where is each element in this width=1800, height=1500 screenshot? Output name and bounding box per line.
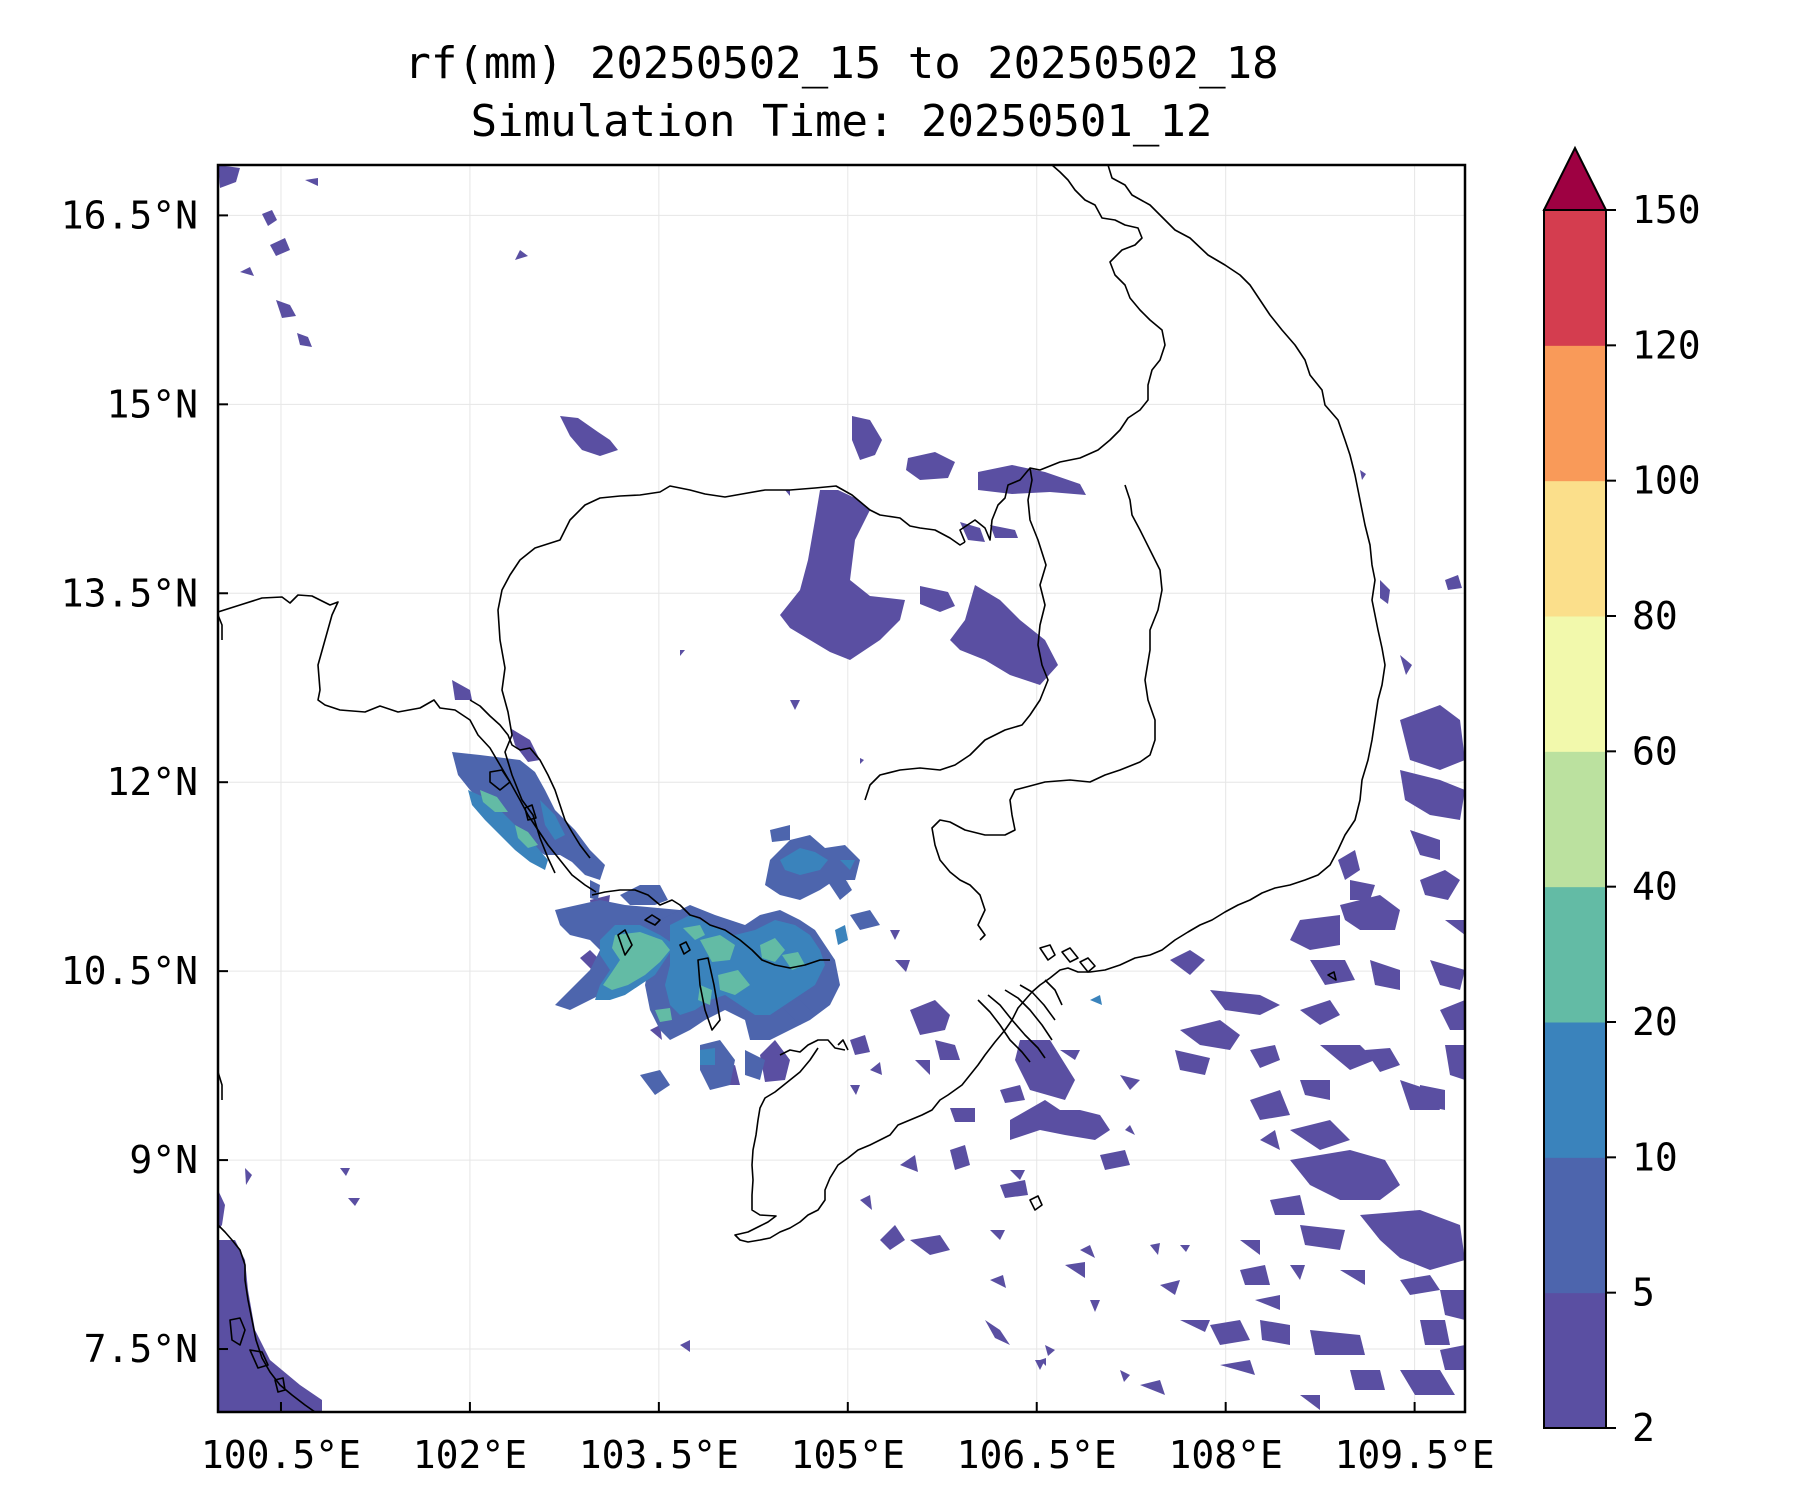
x-tick-label: 106.5°E — [957, 1433, 1117, 1477]
y-tick-label: 15°N — [106, 382, 198, 426]
colorbar-tick-label: 10 — [1632, 1135, 1678, 1179]
colorbar-tick-label: 150 — [1632, 188, 1701, 232]
colorbar-bin — [1544, 345, 1606, 482]
colorbar-extend-triangle — [1542, 145, 1608, 211]
colorbar-bin — [1544, 751, 1606, 888]
x-tick-label: 102°E — [413, 1433, 527, 1477]
x-tick-label: 108°E — [1168, 1433, 1282, 1477]
colorbar-bin — [1544, 210, 1606, 346]
x-axis-ticks: 100.5°E 102°E 103.5°E 105°E 106.5°E 108°E 109.… — [201, 1402, 1495, 1477]
colorbar-bin — [1544, 616, 1606, 752]
colorbar-bin — [1544, 886, 1606, 1023]
y-tick-label: 12°N — [106, 760, 198, 804]
colorbar-bin — [1544, 1292, 1606, 1429]
rainfall-20-40mm-areas — [480, 790, 805, 1022]
x-tick-label: 105°E — [791, 1433, 905, 1477]
y-tick-label: 9°N — [129, 1138, 198, 1182]
colorbar-tick-label: 2 — [1632, 1406, 1655, 1450]
colorbar-tick-label: 100 — [1632, 459, 1701, 503]
y-tick-label: 16.5°N — [61, 193, 198, 237]
colorbar-tick-label: 60 — [1632, 729, 1678, 773]
colorbar-bin — [1544, 1157, 1606, 1294]
rainfall-5-10mm-areas — [452, 752, 880, 1095]
map-subtitle: Simulation Time: 20250501_12 — [470, 96, 1213, 147]
colorbar-bin — [1544, 480, 1606, 617]
colorbar-tick-label: 20 — [1632, 1000, 1678, 1044]
colorbar-bin — [1544, 1022, 1606, 1158]
x-tick-label: 103.5°E — [579, 1433, 739, 1477]
map-title: rf(mm) 20250502_15 to 20250502_18 — [404, 38, 1279, 89]
colorbar: 2 5 10 20 40 60 80 100 120 150 — [1542, 145, 1701, 1450]
map-content — [218, 165, 1465, 1412]
x-tick-label: 100.5°E — [201, 1433, 361, 1477]
colorbar-tick-label: 80 — [1632, 594, 1678, 638]
coastline-and-borders — [218, 165, 1386, 1412]
colorbar-tick-label: 120 — [1632, 323, 1701, 367]
colorbar-frame — [1543, 209, 1607, 1429]
x-tick-label: 109.5°E — [1335, 1433, 1495, 1477]
colorbar-tick-label: 40 — [1632, 865, 1678, 909]
map-frame — [216, 163, 1467, 1414]
gridlines — [218, 165, 1465, 1412]
y-tick-label: 13.5°N — [61, 571, 198, 615]
y-tick-label: 10.5°N — [61, 949, 198, 993]
colorbar-tick-label: 5 — [1632, 1271, 1655, 1315]
y-tick-label: 7.5°N — [84, 1327, 198, 1371]
rainfall-2-5mm-areas — [218, 165, 1465, 1412]
y-axis-ticks: 7.5°N 9°N 10.5°N 12°N 13.5°N 15°N 16.5°N — [61, 193, 228, 1371]
